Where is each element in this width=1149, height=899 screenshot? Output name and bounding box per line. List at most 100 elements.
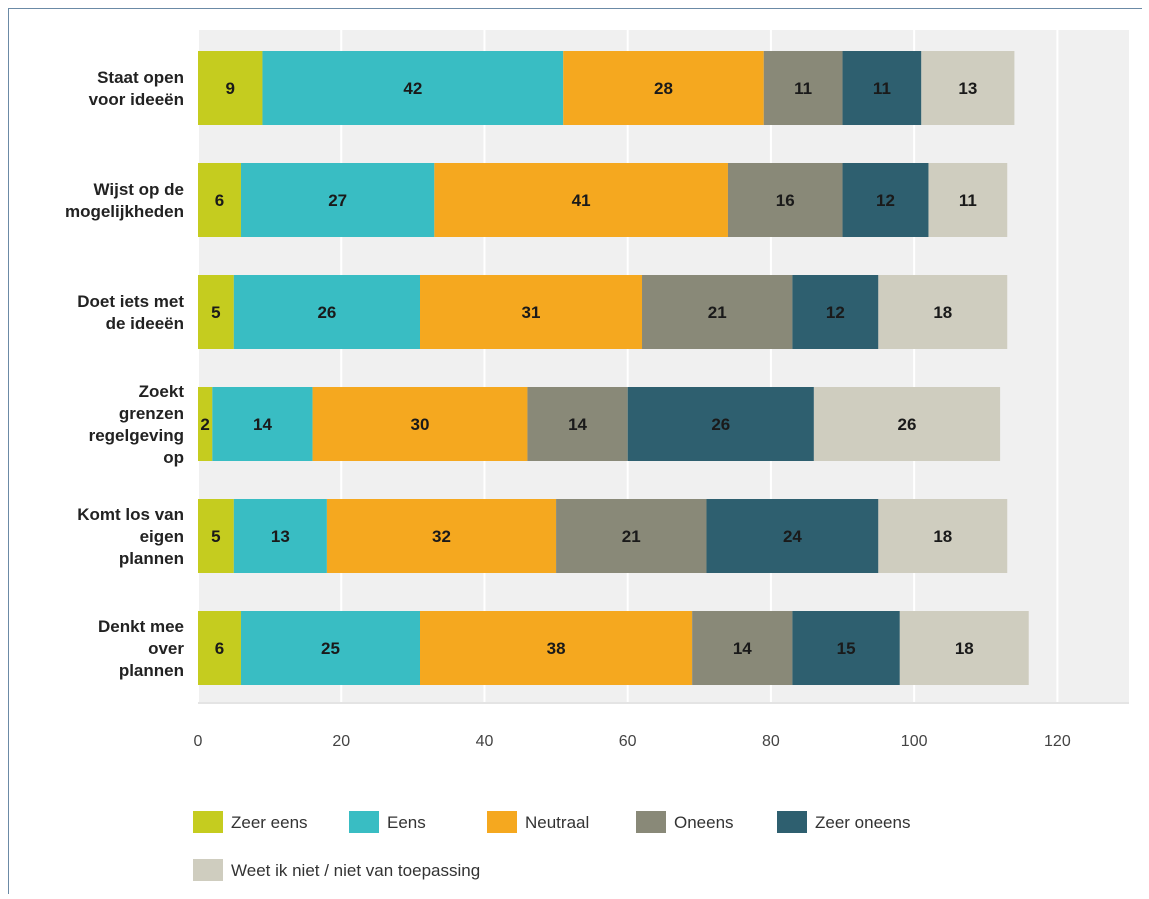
bar-segment (792, 611, 900, 685)
category-label: Zoekt grenzen regelgeving op (89, 382, 185, 467)
legend-swatch (777, 811, 807, 833)
category-label-line: grenzen (119, 404, 184, 423)
data-label: 16 (776, 191, 795, 210)
x-tick-label: 40 (476, 733, 494, 750)
data-label: 27 (328, 191, 347, 210)
data-label: 12 (876, 191, 895, 210)
category-label: Wijst op de mogelijkheden (65, 180, 184, 221)
data-label: 13 (958, 79, 977, 98)
bar-segment (262, 51, 564, 125)
category-label: Denkt mee over plannen (98, 617, 184, 680)
data-label: 26 (317, 303, 336, 322)
data-label: 14 (253, 415, 272, 434)
category-label-line: Komt los van (77, 505, 184, 524)
x-tick-label: 0 (194, 733, 203, 750)
bar-segment (763, 51, 843, 125)
legend-label: Neutraal (525, 813, 589, 832)
data-label: 14 (568, 415, 587, 434)
category-label: Doet iets met de ideeën (77, 292, 184, 333)
data-label: 26 (711, 415, 730, 434)
bar-segment (233, 275, 421, 349)
bar-segment (706, 499, 879, 573)
legend-label: Oneens (674, 813, 734, 832)
bar-segment (878, 275, 1008, 349)
data-label: 28 (654, 79, 673, 98)
plot-background (198, 30, 1129, 702)
category-label-line: voor ideeën (89, 90, 184, 109)
x-tick-label: 120 (1044, 733, 1071, 750)
bar-segment (312, 387, 528, 461)
data-label: 32 (432, 527, 451, 546)
bar-segment (420, 275, 643, 349)
category-label-line: over (148, 639, 184, 658)
legend-label: Zeer oneens (815, 813, 910, 832)
chart-frame (8, 8, 1142, 894)
bar-segment (727, 163, 843, 237)
data-label: 15 (837, 639, 856, 658)
data-label: 38 (547, 639, 566, 658)
bar-segment (198, 499, 234, 573)
data-label: 21 (708, 303, 727, 322)
bar-segment (842, 51, 922, 125)
bar-segment (434, 163, 728, 237)
bar-segment (842, 163, 929, 237)
category-label-line: eigen (140, 527, 184, 546)
data-label: 30 (411, 415, 430, 434)
legend-swatch (193, 811, 223, 833)
category-label-line: regelgeving (89, 426, 184, 445)
legend-swatch (349, 811, 379, 833)
bar-segment (198, 163, 241, 237)
data-label: 41 (572, 191, 591, 210)
x-tick-label: 80 (762, 733, 780, 750)
category-label-line: Doet iets met (77, 292, 184, 311)
bar-segment (527, 387, 628, 461)
bar-segment (198, 611, 241, 685)
bar-segment (563, 51, 764, 125)
bar-segment (240, 611, 421, 685)
data-label: 6 (215, 191, 224, 210)
legend-label: Weet ik niet / niet van toepassing (231, 861, 480, 880)
category-label-line: de ideeën (106, 314, 184, 333)
data-label: 11 (873, 79, 891, 98)
category-label: Komt los van eigen plannen (77, 505, 184, 568)
data-label: 11 (959, 191, 977, 210)
data-label: 12 (826, 303, 845, 322)
bar-segment (198, 51, 263, 125)
data-label: 26 (898, 415, 917, 434)
category-label-line: Staat open (97, 68, 184, 87)
category-label-line: mogelijkheden (65, 202, 184, 221)
data-label: 14 (733, 639, 752, 658)
bar-segment (420, 611, 693, 685)
x-tick-label: 20 (332, 733, 350, 750)
category-label-line: plannen (119, 661, 184, 680)
data-label: 24 (783, 527, 802, 546)
legend-label: Eens (387, 813, 426, 832)
legend-swatch (636, 811, 666, 833)
data-label: 42 (403, 79, 422, 98)
bar-segment (627, 387, 814, 461)
data-label: 18 (933, 527, 952, 546)
data-label: 6 (215, 639, 224, 658)
bar-segment (642, 275, 793, 349)
bar-segment (792, 275, 879, 349)
bar-segment (198, 387, 213, 461)
bar-segment (233, 499, 327, 573)
data-label: 18 (933, 303, 952, 322)
data-label: 21 (622, 527, 641, 546)
category-label: Staat open voor ideeën (89, 68, 184, 109)
category-label-line: Zoekt (139, 382, 185, 401)
bar-segment (556, 499, 707, 573)
legend-swatch (193, 859, 223, 881)
data-label: 31 (522, 303, 541, 322)
x-tick-label: 100 (901, 733, 928, 750)
data-label: 5 (211, 303, 220, 322)
data-label: 11 (794, 79, 812, 98)
bar-segment (198, 275, 234, 349)
category-label-line: Wijst op de (93, 180, 184, 199)
data-label: 18 (955, 639, 974, 658)
bar-segment (240, 163, 435, 237)
data-label: 5 (211, 527, 220, 546)
data-label: 13 (271, 527, 290, 546)
bar-segment (878, 499, 1008, 573)
legend-swatch (487, 811, 517, 833)
